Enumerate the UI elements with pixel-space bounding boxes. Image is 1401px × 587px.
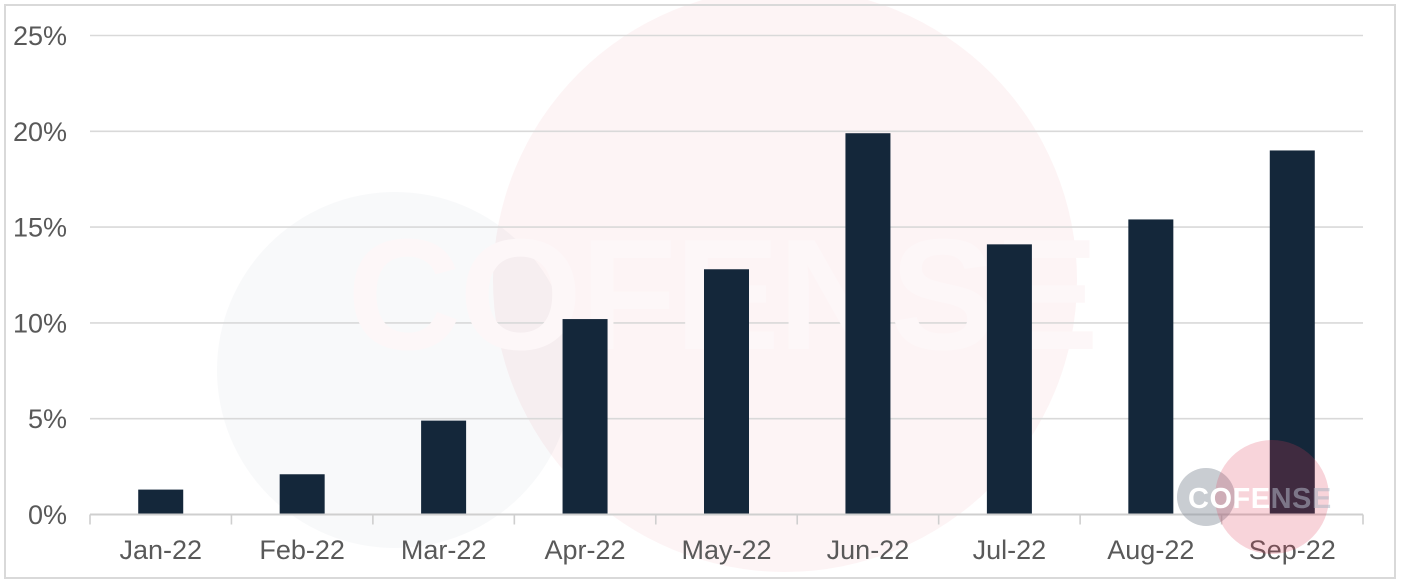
x-category-label: Apr-22 <box>545 535 626 565</box>
bar <box>704 269 749 515</box>
bar <box>562 319 608 515</box>
y-tick-label: 25% <box>13 21 67 51</box>
y-axis-labels: 0% 5% 10% 15% 20% 25% <box>13 21 67 530</box>
bar <box>421 420 467 515</box>
x-category-label: Jun-22 <box>827 535 910 565</box>
y-tick-label: 20% <box>13 117 67 147</box>
watermark-pink-circle <box>493 0 1077 572</box>
x-category-label: Mar-22 <box>401 535 487 565</box>
logo-red-circle <box>1215 440 1329 554</box>
chart-frame-border <box>4 4 1396 579</box>
x-category-label: Sep-22 <box>1249 535 1336 565</box>
y-tick-label: 5% <box>28 404 67 434</box>
x-axis <box>89 513 1364 525</box>
logo-text-strong: COFE <box>1188 483 1271 515</box>
bar <box>279 474 325 515</box>
y-tick-label: 15% <box>13 213 67 243</box>
x-category-label: Jan-22 <box>119 535 202 565</box>
bar-series <box>138 133 1315 515</box>
x-category-label: May-22 <box>681 535 771 565</box>
bar <box>986 244 1032 515</box>
watermark-gray-circle <box>217 192 573 548</box>
x-category-label: Feb-22 <box>259 535 345 565</box>
x-category-label: Aug-22 <box>1107 535 1194 565</box>
logo-gray-circle <box>1177 468 1235 526</box>
y-tick-label: 10% <box>13 308 67 338</box>
logo-text: COFENSE <box>1188 483 1332 515</box>
bar <box>845 133 891 515</box>
cofense-logo: COFENSE <box>1177 440 1332 554</box>
bar <box>138 489 184 515</box>
watermark-circles <box>217 0 1077 572</box>
bar <box>1128 219 1174 515</box>
x-category-label: Jul-22 <box>973 535 1047 565</box>
bar <box>1269 150 1315 515</box>
y-tick-label: 0% <box>28 500 67 530</box>
x-axis-labels: Jan-22 Feb-22 Mar-22 Apr-22 May-22 Jun-22 Jul-… <box>119 535 1335 565</box>
logo-text-muted: NSE <box>1271 483 1332 515</box>
